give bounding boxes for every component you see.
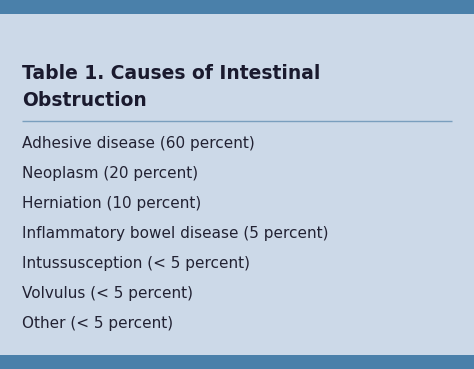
- Text: Inflammatory bowel disease (5 percent): Inflammatory bowel disease (5 percent): [22, 226, 328, 241]
- Text: Obstruction: Obstruction: [22, 91, 147, 110]
- Text: Neoplasm (20 percent): Neoplasm (20 percent): [22, 166, 198, 181]
- Text: Volvulus (< 5 percent): Volvulus (< 5 percent): [22, 286, 193, 301]
- Bar: [0, 355, 474, 369]
- Text: Herniation (10 percent): Herniation (10 percent): [22, 196, 201, 211]
- Text: Other (< 5 percent): Other (< 5 percent): [22, 316, 173, 331]
- Text: Table 1. Causes of Intestinal: Table 1. Causes of Intestinal: [22, 64, 320, 83]
- Bar: [0, 0, 474, 14]
- Text: Adhesive disease (60 percent): Adhesive disease (60 percent): [22, 136, 255, 151]
- Text: Intussusception (< 5 percent): Intussusception (< 5 percent): [22, 256, 250, 271]
